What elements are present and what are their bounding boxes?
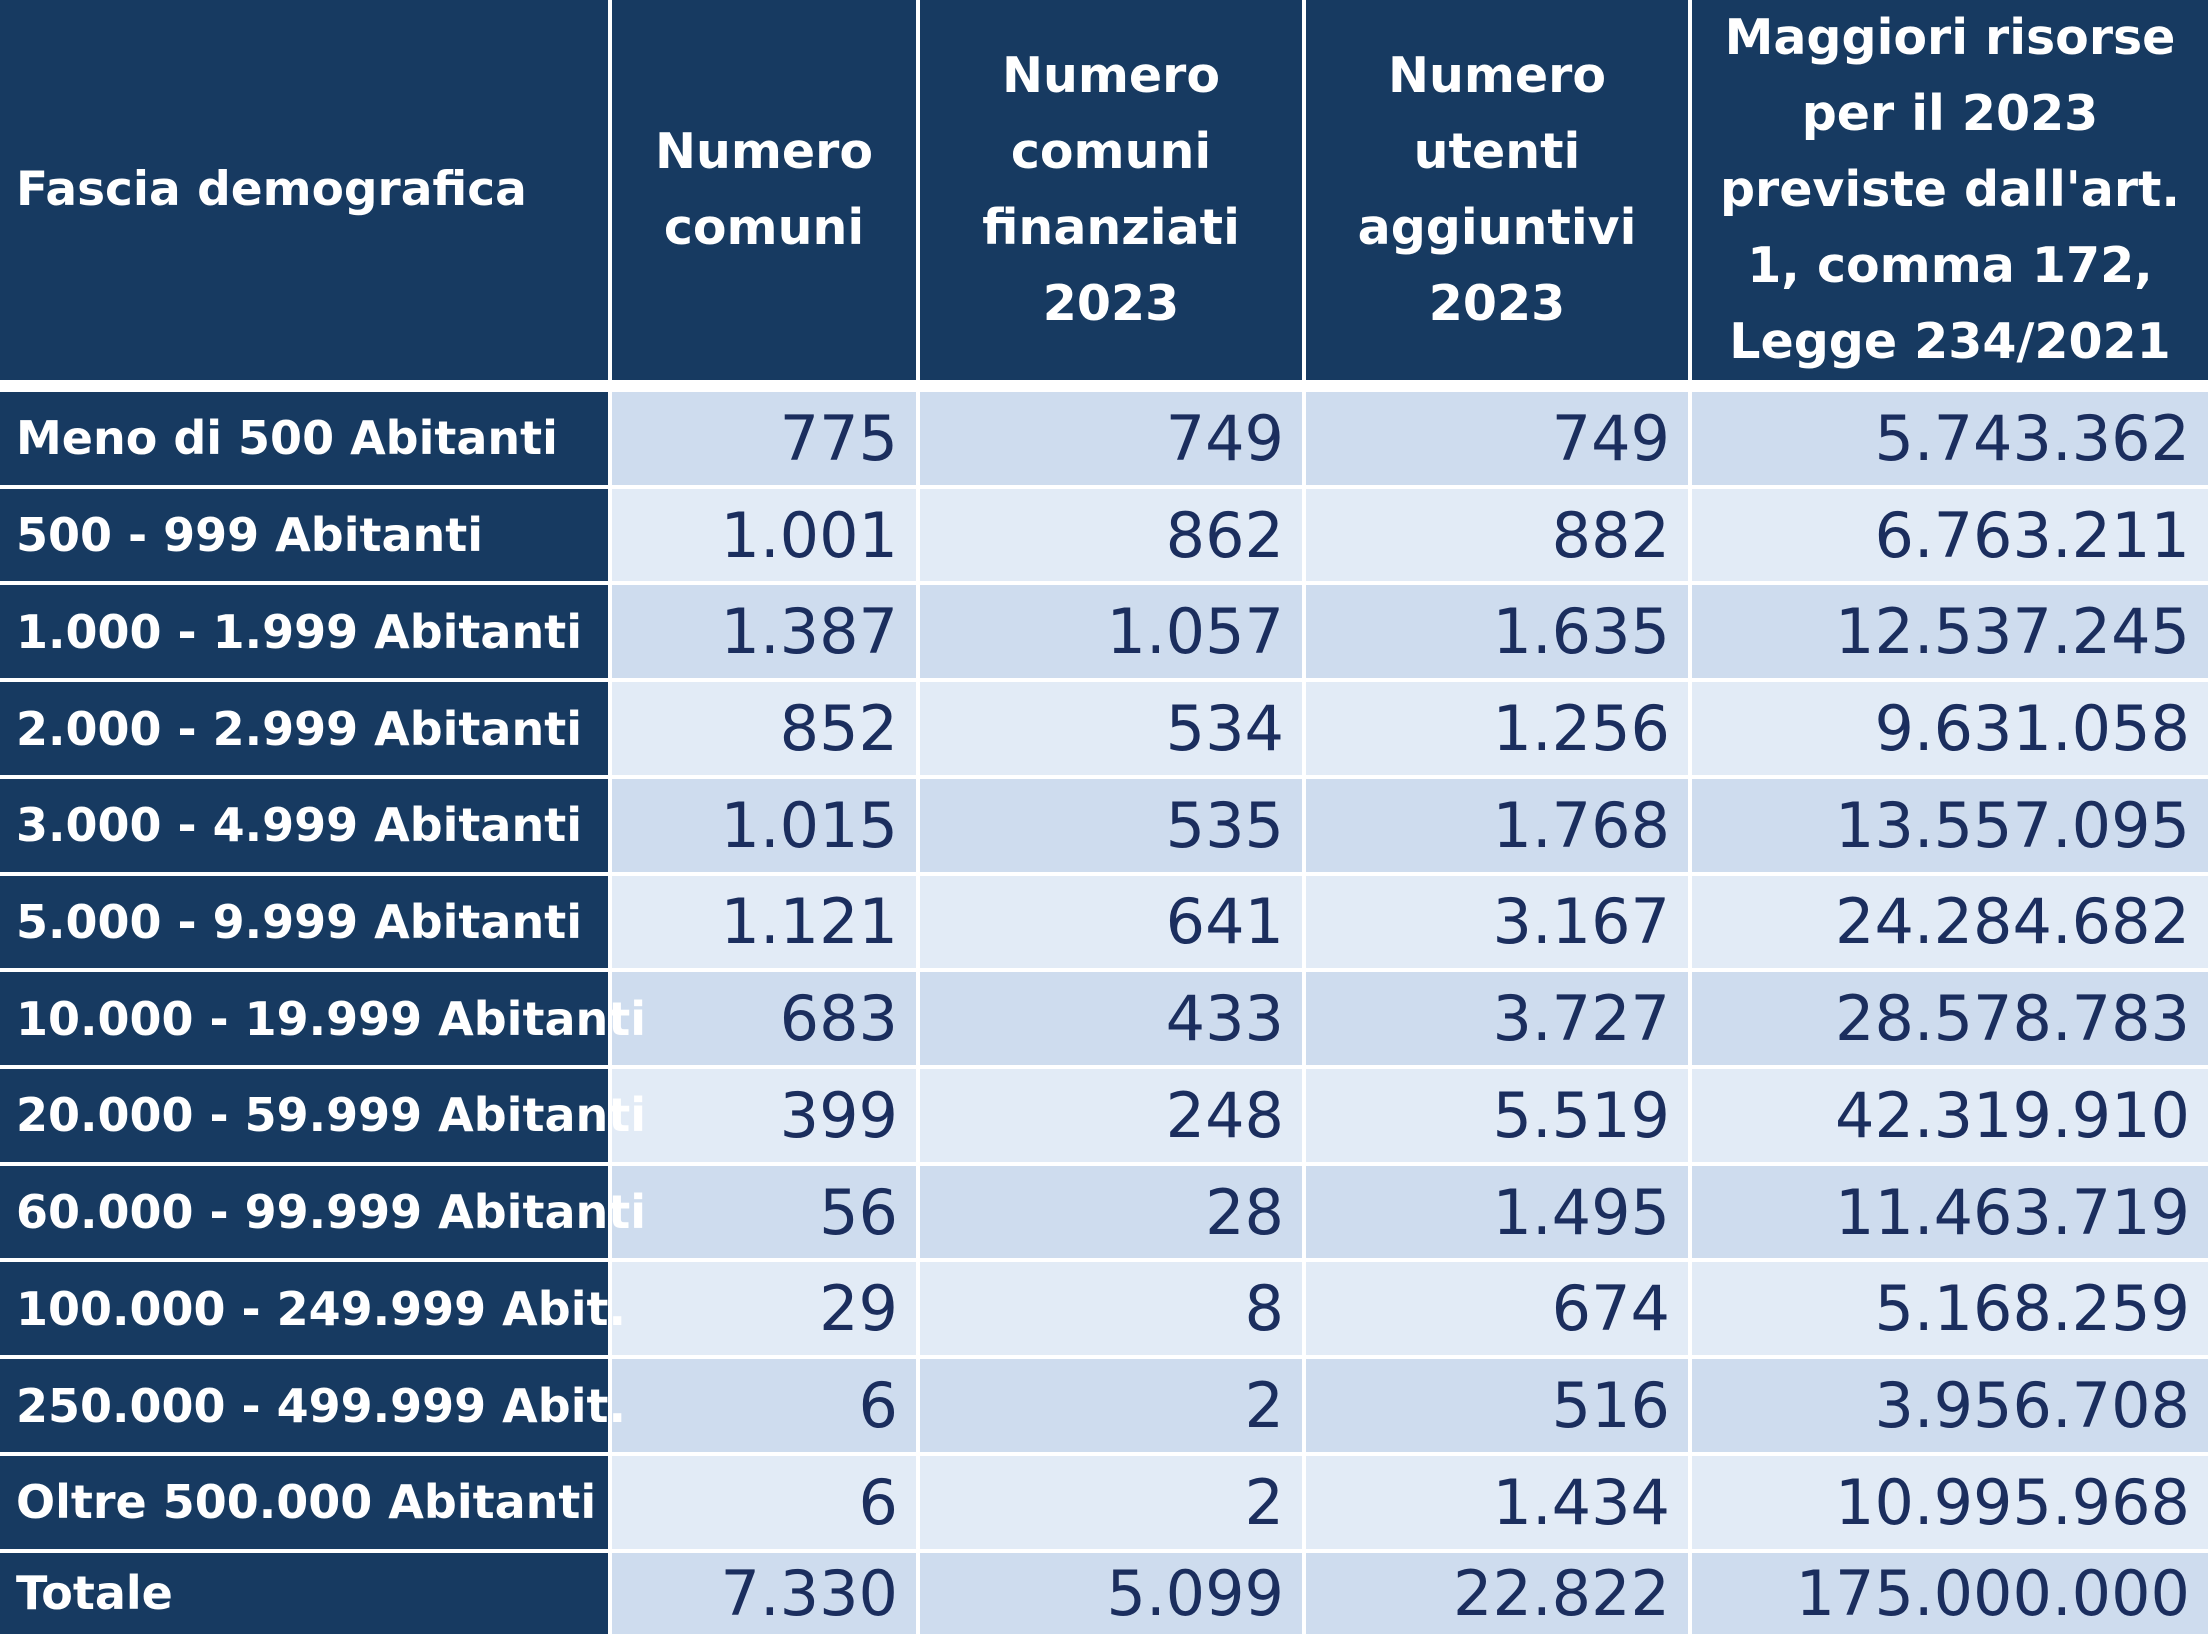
cell-utenti-aggiuntivi: 516 xyxy=(1306,1359,1692,1456)
cell-utenti-aggiuntivi: 1.434 xyxy=(1306,1455,1692,1553)
cell-comuni-finanziati: 534 xyxy=(920,682,1306,779)
table-row: 10.000 - 19.999 Abitanti 683 433 3.727 28.57… xyxy=(0,972,2208,1070)
cell-numero-comuni: 1.015 xyxy=(612,778,920,876)
row-label-fascia: 250.000 - 499.999 Abit. xyxy=(0,1359,626,1456)
cell-utenti-aggiuntivi: 882 xyxy=(1306,488,1692,586)
cell-numero-comuni: 683 xyxy=(612,972,920,1070)
row-label-fascia: 10.000 - 19.999 Abitanti xyxy=(0,972,646,1070)
cell-maggiori-risorse: 9.631.058 xyxy=(1692,682,2208,779)
cell-maggiori-risorse: 13.557.095 xyxy=(1692,778,2208,876)
table-row: Meno di 500 Abitanti 775 749 749 5.743.362 xyxy=(0,392,2208,489)
cell-comuni-finanziati: 2 xyxy=(920,1455,1306,1553)
cell-numero-comuni: 1.387 xyxy=(612,585,920,683)
table-row: 20.000 - 59.999 Abitanti 399 248 5.519 42.31… xyxy=(0,1069,2208,1166)
table-row: 5.000 - 9.999 Abitanti 1.121 641 3.167 24.28… xyxy=(0,875,2208,973)
header-fascia-demografica: Fascia demografica xyxy=(0,0,612,392)
cell-utenti-aggiuntivi: 1.635 xyxy=(1306,585,1692,683)
table-header: Fascia demografica Numero comuni Numero … xyxy=(0,0,2208,392)
cell-utenti-aggiuntivi: 1.495 xyxy=(1306,1165,1692,1263)
table-row: 3.000 - 4.999 Abitanti 1.015 535 1.768 13.55… xyxy=(0,778,2208,876)
cell-numero-comuni: 775 xyxy=(612,392,920,489)
header-numero-utenti-aggiuntivi: Numero utenti aggiuntivi 2023 xyxy=(1306,0,1692,392)
table-row: Oltre 500.000 Abitanti 6 2 1.434 10.995.968 xyxy=(0,1455,2208,1553)
row-label-fascia: 5.000 - 9.999 Abitanti xyxy=(0,875,612,973)
cell-maggiori-risorse: 5.743.362 xyxy=(1692,392,2208,489)
cell-maggiori-risorse: 5.168.259 xyxy=(1692,1262,2208,1360)
cell-utenti-aggiuntivi: 3.727 xyxy=(1306,972,1692,1070)
row-label-fascia: Oltre 500.000 Abitanti xyxy=(0,1455,612,1553)
row-label-fascia: 1.000 - 1.999 Abitanti xyxy=(0,585,612,683)
cell-numero-comuni: 56 xyxy=(612,1165,920,1263)
cell-maggiori-risorse: 28.578.783 xyxy=(1692,972,2208,1070)
row-label-fascia: Totale xyxy=(0,1552,612,1638)
row-label-fascia: 3.000 - 4.999 Abitanti xyxy=(0,778,612,876)
cell-utenti-aggiuntivi: 749 xyxy=(1306,392,1692,489)
header-numero-comuni-finanziati: Numero comuni finanziati 2023 xyxy=(920,0,1306,392)
table-row: 2.000 - 2.999 Abitanti 852 534 1.256 9.631.0… xyxy=(0,682,2208,779)
cell-utenti-aggiuntivi: 3.167 xyxy=(1306,875,1692,973)
cell-comuni-finanziati: 8 xyxy=(920,1262,1306,1360)
cell-maggiori-risorse: 12.537.245 xyxy=(1692,585,2208,683)
cell-maggiori-risorse: 11.463.719 xyxy=(1692,1165,2208,1263)
cell-numero-comuni: 7.330 xyxy=(612,1552,920,1638)
cell-maggiori-risorse: 42.319.910 xyxy=(1692,1069,2208,1166)
cell-numero-comuni: 852 xyxy=(612,682,920,779)
cell-comuni-finanziati: 2 xyxy=(920,1359,1306,1456)
header-maggiori-risorse: Maggiori risorse per il 2023 previste da… xyxy=(1692,0,2208,392)
row-label-fascia: 20.000 - 59.999 Abitanti xyxy=(0,1069,646,1166)
cell-maggiori-risorse: 175.000.000 xyxy=(1692,1552,2208,1638)
table-row: 250.000 - 499.999 Abit. 6 2 516 3.956.708 xyxy=(0,1359,2208,1456)
cell-maggiori-risorse: 24.284.682 xyxy=(1692,875,2208,973)
cell-numero-comuni: 1.001 xyxy=(612,488,920,586)
total-row: Totale 7.330 5.099 22.822 175.000.000 xyxy=(0,1552,2208,1638)
table-row: 100.000 - 249.999 Abit. 29 8 674 5.168.259 xyxy=(0,1262,2208,1360)
header-numero-comuni: Numero comuni xyxy=(612,0,920,392)
cell-utenti-aggiuntivi: 1.256 xyxy=(1306,682,1692,779)
cell-comuni-finanziati: 1.057 xyxy=(920,585,1306,683)
cell-comuni-finanziati: 862 xyxy=(920,488,1306,586)
row-label-fascia: 60.000 - 99.999 Abitanti xyxy=(0,1165,646,1263)
row-label-fascia: 500 - 999 Abitanti xyxy=(0,488,612,586)
cell-comuni-finanziati: 28 xyxy=(920,1165,1306,1263)
cell-maggiori-risorse: 10.995.968 xyxy=(1692,1455,2208,1553)
cell-comuni-finanziati: 535 xyxy=(920,778,1306,876)
cell-numero-comuni: 6 xyxy=(612,1455,920,1553)
cell-numero-comuni: 6 xyxy=(612,1359,920,1456)
table-row: 1.000 - 1.999 Abitanti 1.387 1.057 1.635 12.… xyxy=(0,585,2208,683)
row-label-fascia: Meno di 500 Abitanti xyxy=(0,392,612,489)
cell-comuni-finanziati: 5.099 xyxy=(920,1552,1306,1638)
row-label-fascia: 2.000 - 2.999 Abitanti xyxy=(0,682,612,779)
cell-utenti-aggiuntivi: 5.519 xyxy=(1306,1069,1692,1166)
cell-comuni-finanziati: 433 xyxy=(920,972,1306,1070)
cell-numero-comuni: 399 xyxy=(612,1069,920,1166)
table-row: 500 - 999 Abitanti 1.001 862 882 6.763.211 xyxy=(0,488,2208,586)
row-label-fascia: 100.000 - 249.999 Abit. xyxy=(0,1262,626,1360)
table-row: 60.000 - 99.999 Abitanti 56 28 1.495 11.463.… xyxy=(0,1165,2208,1263)
cell-numero-comuni: 29 xyxy=(612,1262,920,1360)
cell-maggiori-risorse: 6.763.211 xyxy=(1692,488,2208,586)
cell-utenti-aggiuntivi: 22.822 xyxy=(1306,1552,1692,1638)
cell-maggiori-risorse: 3.956.708 xyxy=(1692,1359,2208,1456)
cell-utenti-aggiuntivi: 1.768 xyxy=(1306,778,1692,876)
table-body: Meno di 500 Abitanti 775 749 749 5.743.362 50… xyxy=(0,392,2208,1638)
cell-comuni-finanziati: 749 xyxy=(920,392,1306,489)
cell-numero-comuni: 1.121 xyxy=(612,875,920,973)
header-row: Fascia demografica Numero comuni Numero … xyxy=(0,0,2208,392)
cell-utenti-aggiuntivi: 674 xyxy=(1306,1262,1692,1360)
cell-comuni-finanziati: 248 xyxy=(920,1069,1306,1166)
cell-comuni-finanziati: 641 xyxy=(920,875,1306,973)
